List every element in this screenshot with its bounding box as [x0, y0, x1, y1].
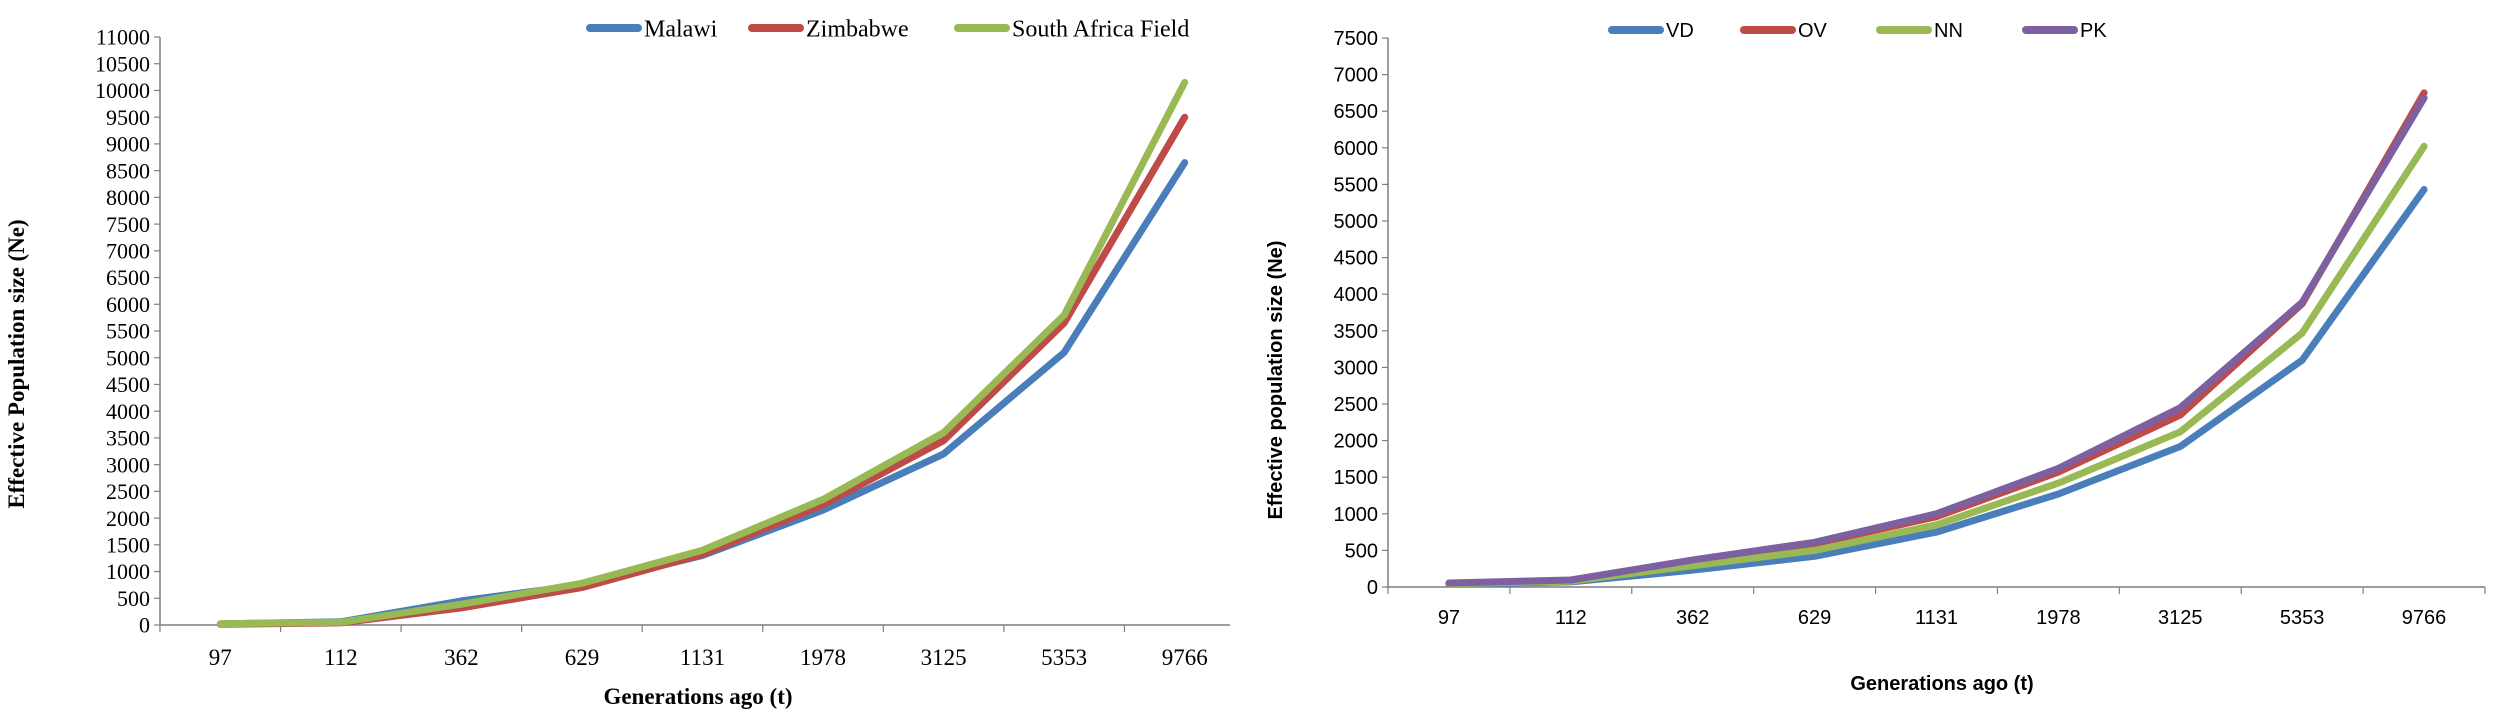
x-axis-label: Generations ago (t): [1850, 673, 2033, 695]
x-tick-label: 97: [209, 645, 232, 670]
x-tick-label: 97: [1438, 607, 1460, 629]
y-tick-label: 0: [139, 613, 150, 638]
y-tick-label: 8500: [106, 158, 150, 183]
y-tick-label: 2000: [1334, 431, 1379, 453]
x-tick-label: 112: [1555, 607, 1587, 629]
legend-label: Malawi: [644, 16, 718, 42]
y-tick-label: 4000: [1334, 284, 1379, 306]
y-tick-label: 500: [117, 586, 150, 611]
series-line-south-africa-field: [216, 78, 1189, 628]
x-tick-label: 1978: [800, 645, 846, 670]
legend-label: PK: [2080, 20, 2107, 42]
y-tick-label: 7500: [1334, 28, 1379, 50]
x-tick-label: 362: [1676, 607, 1709, 629]
y-tick-label: 6500: [1334, 101, 1379, 123]
legend-item-ov: OV: [1740, 20, 1828, 42]
y-tick-label: 4000: [106, 399, 150, 424]
y-tick-label: 10000: [95, 78, 150, 103]
y-axis-label: Effective population size (Ne): [1265, 241, 1287, 520]
y-tick-label: 11000: [96, 25, 150, 50]
series-line-ov: [1445, 89, 2428, 587]
y-tick-label: 2500: [1334, 394, 1379, 416]
x-tick-label: 3125: [2158, 607, 2203, 629]
y-tick-label: 6000: [106, 292, 150, 317]
y-tick-label: 5000: [1334, 211, 1379, 233]
y-axis-label: Effective Population size (Ne): [4, 219, 29, 508]
legend-label: OV: [1798, 20, 1828, 42]
x-tick-label: 362: [444, 645, 479, 670]
y-tick-label: 9500: [106, 105, 150, 130]
y-tick-label: 7500: [106, 212, 150, 237]
x-tick-label: 1131: [680, 645, 725, 670]
y-tick-label: 7000: [1334, 65, 1379, 87]
y-tick-label: 3000: [106, 452, 150, 477]
y-tick-label: 2500: [106, 479, 150, 504]
y-axis-title: Effective population size (Ne): [1265, 241, 1287, 520]
y-axis-title: Effective Population size (Ne): [4, 219, 29, 508]
y-tick-label: 5000: [106, 345, 150, 370]
y-tick-label: 3500: [1334, 321, 1379, 343]
x-tick-label: 629: [1798, 607, 1831, 629]
x-tick-label: 1131: [1915, 607, 1958, 629]
legend-item-zimbabwe: Zimbabwe: [748, 16, 909, 42]
y-tick-label: 4500: [1334, 248, 1379, 270]
y-tick-label: 4500: [106, 372, 150, 397]
y-tick-label: 0: [1367, 577, 1378, 599]
y-tick-label: 1500: [1334, 467, 1379, 489]
chart-right: Effective population size (Ne) Generatio…: [1265, 20, 2486, 695]
y-tick-label: 7000: [106, 239, 150, 264]
y-tick-label: 1000: [106, 559, 150, 584]
x-tick-label: 5353: [1041, 645, 1087, 670]
y-tick-label: 2000: [106, 506, 150, 531]
legend-item-vd: VD: [1608, 20, 1694, 42]
chart-left: Effective Population size (Ne) Generatio…: [4, 16, 1230, 709]
series-line-pk: [1445, 94, 2428, 587]
y-tick-label: 3000: [1334, 357, 1379, 379]
y-tick-label: 9000: [106, 132, 150, 157]
legend-item-malawi: Malawi: [586, 16, 718, 42]
y-tick-label: 5500: [1334, 174, 1379, 196]
x-tick-label: 1978: [2036, 607, 2081, 629]
y-tick-label: 6500: [106, 265, 150, 290]
x-axis-label: Generations ago (t): [603, 684, 792, 709]
legend-label: South Africa Field: [1012, 16, 1189, 42]
y-tick-label: 10500: [95, 51, 150, 76]
x-tick-label: 5353: [2280, 607, 2325, 629]
y-tick-label: 3500: [106, 426, 150, 451]
x-tick-label: 112: [324, 645, 358, 670]
legend-item-nn: NN: [1876, 20, 1963, 42]
legend-label: NN: [1934, 20, 1963, 42]
legend-label: Zimbabwe: [806, 16, 909, 42]
x-tick-label: 3125: [921, 645, 967, 670]
y-tick-label: 5500: [106, 319, 150, 344]
y-tick-label: 1000: [1334, 504, 1379, 526]
y-tick-label: 500: [1345, 540, 1378, 562]
y-tick-label: 1500: [106, 533, 150, 558]
y-tick-label: 8000: [106, 185, 150, 210]
x-tick-label: 9766: [2402, 607, 2447, 629]
x-tick-label: 629: [565, 645, 600, 670]
legend-item-south-africa-field: South Africa Field: [954, 16, 1189, 42]
x-tick-label: 9766: [1162, 645, 1208, 670]
y-tick-label: 6000: [1334, 138, 1379, 160]
legend-item-pk: PK: [2022, 20, 2107, 42]
legend-label: VD: [1666, 20, 1694, 42]
